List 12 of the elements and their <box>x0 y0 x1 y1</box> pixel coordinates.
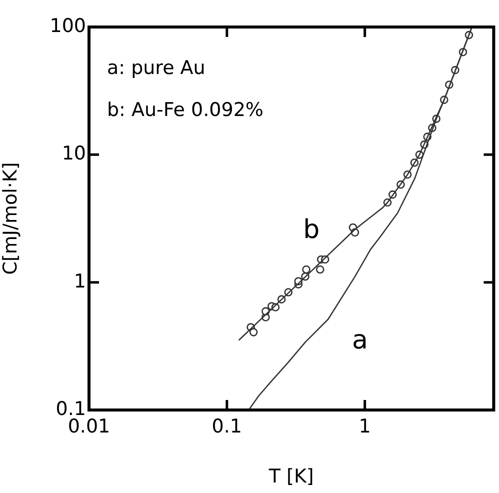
x-tick-label: 0.01 <box>68 415 110 438</box>
series-label: a <box>352 325 368 356</box>
x-tick-label: 1 <box>358 415 371 438</box>
y-tick-label: 1 <box>74 270 86 292</box>
annotation: a: pure Au <box>107 56 206 79</box>
series-label: b <box>303 215 320 246</box>
y-tick-label: 10 <box>62 142 86 165</box>
annotation: b: Au-Fe 0.092% <box>107 98 264 121</box>
y-tick-label: 100 <box>50 14 86 37</box>
y-axis-title: C[mJ/mol·K] <box>0 162 22 275</box>
x-tick-label: 0.1 <box>212 415 242 438</box>
x-axis-title: T [K] <box>268 466 314 488</box>
